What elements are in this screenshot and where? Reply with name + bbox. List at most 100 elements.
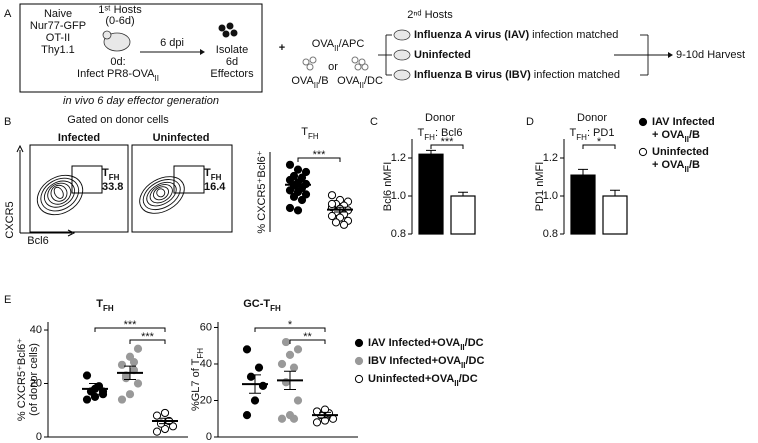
- y-axis-label: %GL7 of TFH: [190, 348, 205, 411]
- contour: [47, 182, 72, 205]
- text-part: : Bcl6: [435, 127, 463, 139]
- text-part: /DC: [364, 75, 383, 87]
- error-bar: [319, 411, 331, 419]
- text-part: /APC: [339, 38, 365, 50]
- text-part: /B: [689, 129, 700, 141]
- text-part: /DC: [459, 373, 478, 385]
- significance-label: **: [303, 331, 312, 343]
- data-point: [277, 359, 287, 369]
- data-point: [152, 427, 162, 436]
- day-label: 0d:: [110, 56, 125, 68]
- y-tick-label: 1.0: [543, 190, 558, 202]
- host-label: 2ⁿᵈ Hosts: [407, 9, 453, 21]
- legend-marker: [638, 147, 648, 157]
- error-bar: [610, 189, 620, 196]
- text-part: IAV Infected: [652, 116, 715, 128]
- y-tick-label: 0.8: [543, 228, 558, 240]
- significance-bracket: [582, 144, 616, 149]
- host-mice: [393, 29, 411, 81]
- data-point: [331, 218, 341, 227]
- chart-title: TFH: [96, 298, 114, 313]
- error-bar: [578, 168, 588, 176]
- text-part: GC-T: [243, 298, 270, 310]
- donor-line: Nur77-GFP: [30, 20, 86, 32]
- y-axis-label: % CXCR5⁺Bcl6⁺: [16, 338, 28, 421]
- data-point: [152, 411, 162, 420]
- text-part: FH: [424, 133, 435, 142]
- text-part: T: [418, 127, 425, 139]
- significance-bracket: [129, 339, 166, 344]
- text-part: %GL7 of T: [190, 358, 202, 411]
- legend-label: Uninfected+OVAII/DC: [368, 373, 478, 388]
- arrow-head: [668, 52, 673, 58]
- host-group: Influenza B virus (IBV) infection matche…: [414, 69, 620, 81]
- data-point: [82, 371, 92, 380]
- text-part: + OVA: [652, 129, 685, 141]
- data-point: [242, 345, 252, 354]
- data-point: [297, 195, 307, 205]
- or-label: or: [328, 61, 338, 73]
- y-axis-label: PD1 nMFI: [534, 162, 546, 212]
- data-point: [312, 407, 322, 416]
- data-point: [168, 422, 178, 431]
- data-point: [327, 199, 337, 209]
- chart-subtitle: TFH: Bcl6: [418, 127, 463, 142]
- error-bar: [89, 383, 101, 395]
- text-part: + OVA: [652, 159, 685, 171]
- y-tick-label: 60: [200, 321, 212, 333]
- text-part: FH: [211, 173, 222, 182]
- text-part: OVA: [312, 38, 335, 50]
- error-bar: [334, 206, 346, 213]
- chart-subtitle: TFH: PD1: [570, 127, 615, 142]
- text-part: T: [570, 127, 577, 139]
- text-part: infection matched: [529, 29, 618, 41]
- branch-arrows: [378, 34, 668, 76]
- significance-label: ***: [124, 319, 138, 331]
- data-point: [289, 363, 299, 372]
- y-tick-label: 20: [30, 377, 42, 389]
- significance-label: ***: [441, 136, 455, 148]
- text-part: FH: [109, 173, 120, 182]
- isolate-line: 6d: [226, 56, 238, 68]
- error-bar: [159, 417, 171, 425]
- mouse-icon: [102, 30, 131, 52]
- harvest-label: 9-10d Harvest: [676, 49, 745, 61]
- text-part: FH: [576, 133, 587, 142]
- significance-bracket: [430, 144, 464, 149]
- legend-marker: [354, 374, 364, 384]
- data-point: [301, 190, 311, 199]
- data-point: [312, 418, 322, 427]
- text-part: 6 day effector generation: [94, 95, 219, 107]
- data-point: [125, 390, 135, 399]
- data-point: [133, 379, 143, 388]
- data-point: [293, 345, 303, 354]
- text-part: FH: [103, 304, 114, 313]
- bar: [418, 153, 444, 235]
- donor-line: Naive: [44, 8, 72, 20]
- data-point: [289, 192, 299, 201]
- flow-frames: [16, 144, 233, 237]
- text-part: II: [334, 44, 338, 53]
- text-part: II: [314, 81, 318, 90]
- data-point: [133, 344, 143, 353]
- gate: [173, 165, 205, 194]
- data-point: [160, 408, 170, 418]
- legend-label: + OVAII/B: [652, 159, 700, 174]
- data-point: [285, 203, 295, 213]
- data-point: [301, 167, 311, 177]
- error-bar: [292, 181, 304, 189]
- text-part: FH: [270, 304, 281, 313]
- y-axis-label: Bcl6 nMFI: [382, 162, 394, 212]
- panel-label: D: [526, 116, 534, 128]
- y-tick-label: 0: [36, 431, 42, 443]
- contour: [40, 177, 80, 212]
- b-cell-label: OVAII/B: [291, 75, 328, 90]
- flow-plot-name: Infected: [58, 132, 100, 144]
- y-tick-label: 1.2: [391, 152, 406, 164]
- dc-label: OVAII/DC: [337, 75, 383, 90]
- text-part: IBV Infected+OVA: [368, 355, 461, 367]
- y-tick-label: 1.0: [391, 190, 406, 202]
- error-bar: [124, 365, 136, 380]
- data-point: [125, 352, 135, 361]
- text-part: /B: [318, 75, 328, 87]
